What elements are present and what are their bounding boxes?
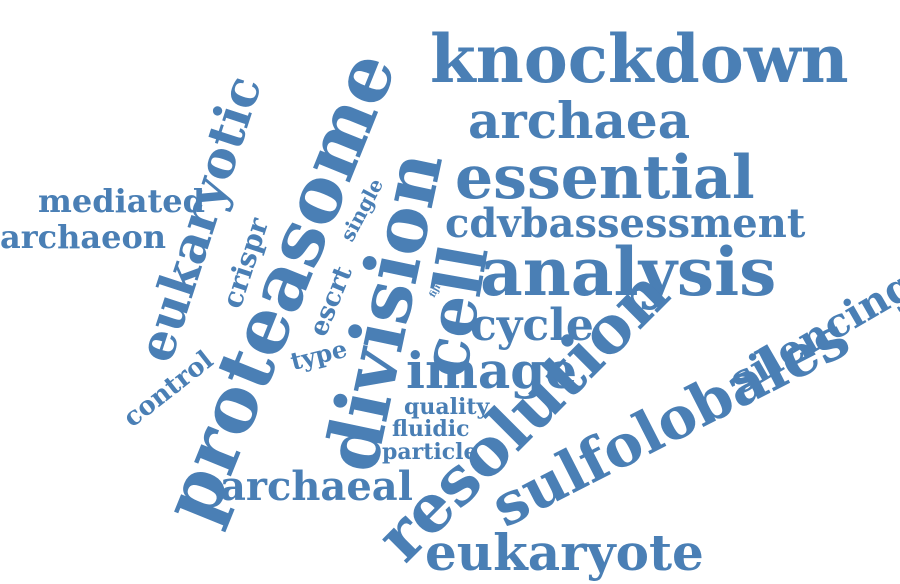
word-image: image — [406, 341, 577, 400]
word-knockdown: knockdown — [430, 20, 849, 98]
word-mediated: mediated — [38, 182, 205, 220]
word-eukaryote: eukaryote — [425, 523, 704, 582]
word-archaeon: archaeon — [0, 218, 166, 256]
word-group: knockdown archaea essential cdvbassessme… — [0, 20, 900, 582]
word-quality: quality — [404, 394, 491, 420]
word-particle: particle — [382, 439, 478, 465]
word-essential: essential — [455, 143, 755, 213]
word-archaeal: archaeal — [220, 463, 413, 510]
word-cdvbassessment: cdvbassessment — [445, 200, 806, 247]
word-cycle: cycle — [470, 300, 594, 351]
word-archaea: archaea — [468, 91, 690, 150]
word-fluidic: fluidic — [392, 416, 469, 442]
word-analysis: analysis — [480, 233, 776, 311]
